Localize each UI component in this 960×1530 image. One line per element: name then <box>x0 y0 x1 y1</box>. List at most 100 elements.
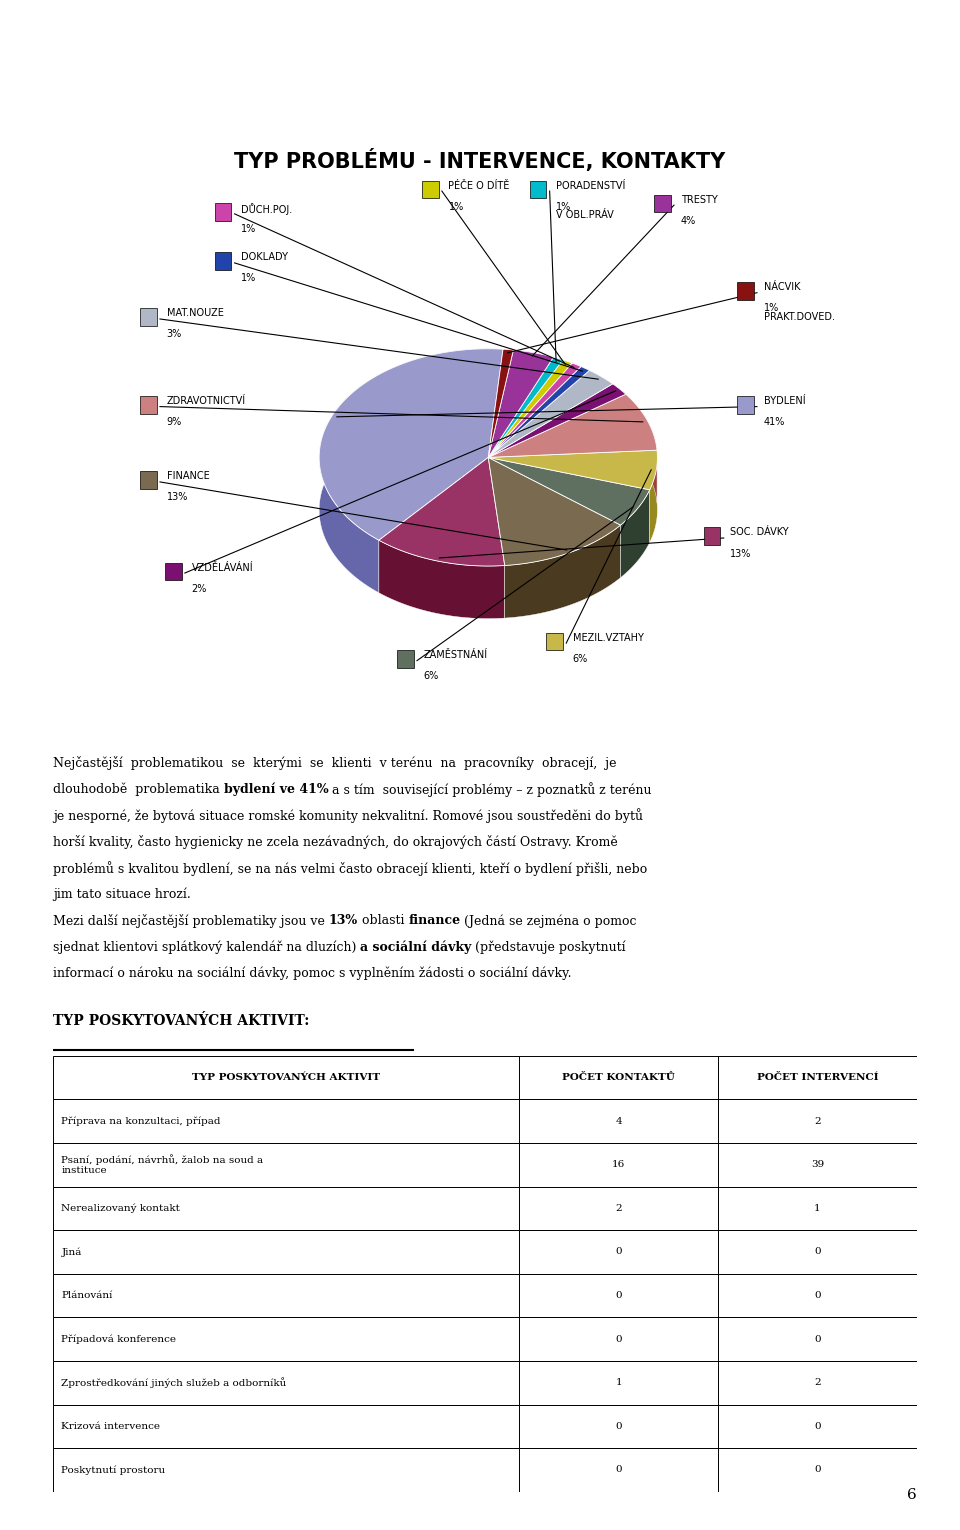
Polygon shape <box>563 360 572 416</box>
Text: DOKLADY: DOKLADY <box>241 252 288 263</box>
FancyBboxPatch shape <box>519 1447 718 1492</box>
Text: 6: 6 <box>907 1489 917 1502</box>
Text: 6%: 6% <box>573 653 588 664</box>
Text: MAT.NOUZE: MAT.NOUZE <box>167 309 224 318</box>
FancyBboxPatch shape <box>519 1056 718 1099</box>
Text: 3%: 3% <box>167 329 181 340</box>
Polygon shape <box>489 384 626 457</box>
Polygon shape <box>489 450 658 490</box>
Text: 4%: 4% <box>681 216 696 225</box>
FancyBboxPatch shape <box>718 1273 917 1317</box>
FancyBboxPatch shape <box>519 1317 718 1362</box>
Text: Zprostředkování jiných služeb a odborníků: Zprostředkování jiných služeb a odborník… <box>61 1377 287 1388</box>
Text: 2: 2 <box>814 1117 821 1126</box>
Text: Případová konference: Případová konference <box>61 1334 177 1343</box>
FancyBboxPatch shape <box>53 1099 519 1143</box>
Polygon shape <box>626 395 657 503</box>
FancyBboxPatch shape <box>519 1362 718 1405</box>
FancyBboxPatch shape <box>53 1405 519 1447</box>
Text: TYP PROBLÉMU - INTERVENCE, KONTAKTY: TYP PROBLÉMU - INTERVENCE, KONTAKTY <box>234 148 726 173</box>
Text: 0: 0 <box>615 1466 622 1475</box>
Text: 1: 1 <box>615 1379 622 1388</box>
Bar <box>704 528 720 545</box>
Text: 1%: 1% <box>241 274 256 283</box>
Text: a sociální dávky: a sociální dávky <box>360 941 471 955</box>
FancyBboxPatch shape <box>519 1143 718 1187</box>
Polygon shape <box>503 349 514 402</box>
Polygon shape <box>620 490 650 578</box>
Polygon shape <box>489 457 620 566</box>
Text: 1%: 1% <box>556 202 571 211</box>
FancyBboxPatch shape <box>718 1405 917 1447</box>
Text: 2: 2 <box>615 1204 622 1213</box>
Polygon shape <box>650 450 658 542</box>
FancyBboxPatch shape <box>519 1099 718 1143</box>
Text: 13%: 13% <box>167 493 188 502</box>
Text: 1%: 1% <box>763 303 779 314</box>
Text: Mezi další nejčastější problematiky jsou ve: Mezi další nejčastější problematiky jsou… <box>53 913 328 929</box>
Polygon shape <box>319 349 503 540</box>
FancyBboxPatch shape <box>718 1362 917 1405</box>
Text: bydlení ve 41%: bydlení ve 41% <box>224 782 328 796</box>
Polygon shape <box>489 370 612 457</box>
Bar <box>737 396 754 413</box>
Polygon shape <box>489 349 514 457</box>
FancyBboxPatch shape <box>519 1187 718 1230</box>
Text: 4: 4 <box>615 1117 622 1126</box>
FancyBboxPatch shape <box>718 1143 917 1187</box>
Text: 39: 39 <box>811 1160 824 1169</box>
Polygon shape <box>379 540 505 618</box>
Text: 1%: 1% <box>241 225 256 234</box>
Text: a s tím  související problémy – z poznatků z terénu: a s tím související problémy – z poznatk… <box>328 782 652 797</box>
Text: Psaní, podání, návrhů, žalob na soud a
instituce: Psaní, podání, návrhů, žalob na soud a i… <box>61 1154 264 1175</box>
Polygon shape <box>553 356 563 413</box>
Bar <box>737 282 754 300</box>
Text: 41%: 41% <box>763 418 785 427</box>
Polygon shape <box>612 384 626 447</box>
Text: TRESTY: TRESTY <box>681 194 717 205</box>
Text: SOC. DÁVKY: SOC. DÁVKY <box>731 528 789 537</box>
Text: POČET INTERVENCÍ: POČET INTERVENCÍ <box>756 1073 878 1082</box>
Bar <box>165 563 181 580</box>
Text: 0: 0 <box>615 1421 622 1431</box>
FancyBboxPatch shape <box>519 1405 718 1447</box>
Text: Plánování: Plánování <box>61 1291 113 1300</box>
FancyBboxPatch shape <box>718 1187 917 1230</box>
Text: ZAMĚSTNÁNÍ: ZAMĚSTNÁNÍ <box>423 650 488 659</box>
FancyBboxPatch shape <box>53 1056 519 1099</box>
FancyBboxPatch shape <box>718 1099 917 1143</box>
Bar <box>140 396 156 413</box>
FancyBboxPatch shape <box>718 1447 917 1492</box>
Text: dlouhodobě  problematika: dlouhodobě problematika <box>53 782 224 796</box>
FancyBboxPatch shape <box>519 1273 718 1317</box>
Text: je nesporné, že bytová situace romské komunity nekvalitní. Romové jsou soustředě: je nesporné, že bytová situace romské ko… <box>53 808 643 823</box>
Bar <box>654 194 671 213</box>
FancyBboxPatch shape <box>718 1317 917 1362</box>
Text: POČET KONTAKTŮ: POČET KONTAKTŮ <box>563 1073 675 1082</box>
FancyBboxPatch shape <box>53 1143 519 1187</box>
Polygon shape <box>489 350 553 457</box>
Polygon shape <box>572 363 581 419</box>
Bar <box>215 252 231 269</box>
FancyBboxPatch shape <box>53 1187 519 1230</box>
FancyBboxPatch shape <box>718 1230 917 1273</box>
FancyBboxPatch shape <box>53 1273 519 1317</box>
Text: problémů s kvalitou bydlení, se na nás velmi často obracejí klienti, kteří o byd: problémů s kvalitou bydlení, se na nás v… <box>53 861 647 875</box>
Polygon shape <box>489 395 657 457</box>
Text: PÉČE O DÍTĚ: PÉČE O DÍTĚ <box>448 181 510 191</box>
Text: horší kvality, často hygienicky ne zcela nezávadných, do okrajových částí Ostrav: horší kvality, často hygienicky ne zcela… <box>53 835 617 849</box>
Text: Jiná: Jiná <box>61 1247 82 1256</box>
Text: 1: 1 <box>814 1204 821 1213</box>
Polygon shape <box>589 370 612 436</box>
Text: PRAKT.DOVED.: PRAKT.DOVED. <box>763 312 834 321</box>
Text: PORADENSTVÍ: PORADENSTVÍ <box>556 181 626 191</box>
FancyBboxPatch shape <box>53 1447 519 1492</box>
Text: Nejčastější  problematikou  se  kterými  se  klienti  v terénu  na  pracovníky  : Nejčastější problematikou se kterými se … <box>53 756 616 770</box>
Text: NÁCVIK: NÁCVIK <box>763 282 800 292</box>
Text: 2: 2 <box>814 1379 821 1388</box>
FancyBboxPatch shape <box>519 1230 718 1273</box>
Text: jim tato situace hrozí.: jim tato situace hrozí. <box>53 887 190 901</box>
Text: VZDĚLÁVÁNÍ: VZDĚLÁVÁNÍ <box>191 563 253 572</box>
Text: 0: 0 <box>814 1466 821 1475</box>
Text: 0: 0 <box>615 1247 622 1256</box>
